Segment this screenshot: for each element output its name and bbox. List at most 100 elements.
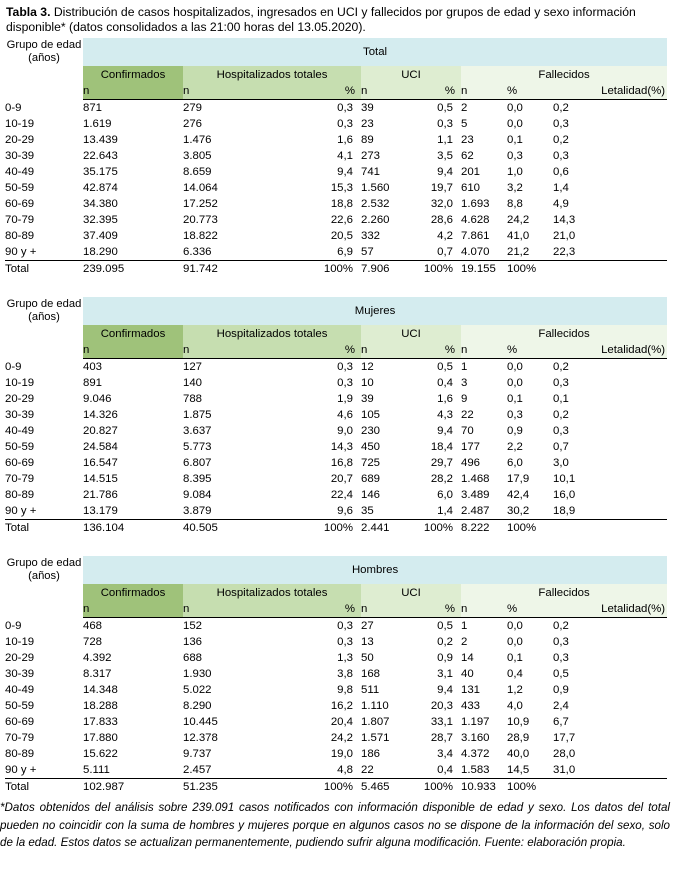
value-cell: 0,3 (507, 409, 523, 421)
value-cell: 9,8 (337, 684, 353, 696)
value-cell: 30,2 (507, 505, 530, 517)
value-cell: 15.622 (83, 748, 118, 760)
total-cell: 100% (278, 778, 361, 795)
table-row: 0-9 468 152 0,3 27 0,5 1 0,0 0,2 (5, 618, 667, 635)
value-cell: 3,0 (553, 457, 569, 469)
value-cell: 3 (461, 377, 468, 389)
age-group-cell: 40-49 (5, 166, 35, 178)
value-cell: 1,6 (437, 393, 453, 405)
value-cell: 0,5 (437, 361, 453, 373)
age-group-cell: 10-19 (5, 118, 35, 130)
value-cell: 1.930 (183, 668, 212, 680)
uci-n-header: n (361, 83, 418, 100)
value-cell: 20.773 (183, 214, 218, 226)
value-cell: 5.111 (83, 764, 110, 776)
total-cell: 91.742 (183, 260, 278, 277)
hosp-n-header: n (183, 342, 278, 359)
value-cell: 2 (461, 102, 468, 114)
value-cell: 31,0 (553, 764, 576, 776)
value-cell: 17,9 (507, 473, 530, 485)
total-cell: 8.222 (461, 519, 507, 536)
value-cell: 0,0 (507, 118, 523, 130)
confirmados-n-header: n (83, 342, 183, 359)
footnote: *Datos obtenidos del análisis sobre 239.… (0, 801, 670, 849)
value-cell: 0,0 (507, 377, 523, 389)
value-cell: 10,1 (553, 473, 576, 485)
value-cell: 22,3 (553, 246, 576, 258)
value-cell: 0,2 (553, 102, 569, 114)
value-cell: 89 (361, 134, 374, 146)
age-group-cell: 90 y + (5, 505, 37, 517)
value-cell: 22 (461, 409, 474, 421)
value-cell: 0,3 (553, 118, 569, 130)
value-cell: 13.179 (83, 505, 118, 517)
table-row: 90 y + 5.111 2.457 4,8 22 0,4 1.583 14,5 31,0 (5, 762, 667, 779)
total-cell (553, 519, 668, 536)
value-cell: 18.288 (83, 700, 118, 712)
value-cell: 14.064 (183, 182, 218, 194)
value-cell: 22.643 (83, 150, 118, 162)
total-cell (553, 778, 668, 795)
value-cell: 9,0 (337, 425, 353, 437)
value-cell: 21,2 (507, 246, 530, 258)
table-hombres: Grupo de edad (años) Hombres Confirmados Ho… (5, 556, 668, 795)
value-cell: 9.084 (183, 489, 212, 501)
value-cell: 0,2 (553, 361, 569, 373)
value-cell: 4.628 (461, 214, 490, 226)
value-cell: 4.392 (83, 652, 112, 664)
age-group-header: Grupo de edad (años) (6, 39, 82, 64)
value-cell: 0,0 (507, 102, 523, 114)
value-cell: 1,2 (507, 684, 523, 696)
fall-n-header: n (461, 83, 507, 100)
value-cell: 2 (461, 636, 468, 648)
value-cell: 8.290 (183, 700, 212, 712)
value-cell: 23 (361, 118, 374, 130)
total-row: Total 102.987 51.235 100% 5.465 100% 10.933 100… (5, 778, 668, 795)
value-cell: 728 (83, 636, 103, 648)
table-row: 60-69 16.547 6.807 16,8 725 29,7 496 6,0 3,0 (5, 455, 667, 471)
value-cell: 891 (83, 377, 103, 389)
value-cell: 0,3 (437, 118, 453, 130)
age-group-cell: 70-79 (5, 214, 35, 226)
value-cell: 28,9 (507, 732, 530, 744)
fall-n-header: n (461, 601, 507, 618)
value-cell: 6,0 (437, 489, 453, 501)
value-cell: 1.476 (183, 134, 212, 146)
value-cell: 16,0 (553, 489, 576, 501)
value-cell: 21.786 (83, 489, 118, 501)
fall-n-header: n (461, 342, 507, 359)
value-cell: 0,0 (507, 636, 523, 648)
table-row: 30-39 14.326 1.875 4,6 105 4,3 22 0,3 0,2 (5, 407, 667, 423)
value-cell: 42.874 (83, 182, 118, 194)
value-cell: 6,9 (337, 246, 353, 258)
total-cell: 10.933 (461, 778, 507, 795)
value-cell: 32.395 (83, 214, 118, 226)
table-row: 50-59 42.874 14.064 15,3 1.560 19,7 610 3,2 1,4 (5, 180, 667, 196)
value-cell: 20,7 (330, 473, 353, 485)
value-cell: 57 (361, 246, 374, 258)
total-cell: 2.441 (361, 519, 418, 536)
age-group-cell: 20-29 (5, 652, 35, 664)
value-cell: 0,9 (507, 425, 523, 437)
table-row: 50-59 18.288 8.290 16,2 1.110 20,3 433 4,0 2,4 (5, 698, 667, 714)
value-cell: 0,5 (553, 668, 569, 680)
value-cell: 16,8 (330, 457, 353, 469)
caption-label: Tabla 3. (6, 5, 51, 19)
total-cell: 7.906 (361, 260, 418, 277)
value-cell: 0,5 (437, 102, 453, 114)
total-label: Total (5, 260, 83, 277)
value-cell: 20,3 (430, 700, 453, 712)
value-cell: 3.805 (183, 150, 212, 162)
value-cell: 1,1 (437, 134, 453, 146)
value-cell: 152 (183, 620, 203, 632)
hosp-pct-header: % (278, 601, 361, 618)
value-cell: 0,1 (507, 652, 523, 664)
hosp-n-header: n (183, 83, 278, 100)
value-cell: 4.070 (461, 246, 490, 258)
value-cell: 1 (461, 620, 468, 632)
value-cell: 0,4 (437, 377, 453, 389)
value-cell: 9,4 (437, 684, 453, 696)
value-cell: 689 (361, 473, 381, 485)
age-group-cell: 0-9 (5, 101, 22, 114)
value-cell: 18.290 (83, 246, 118, 258)
